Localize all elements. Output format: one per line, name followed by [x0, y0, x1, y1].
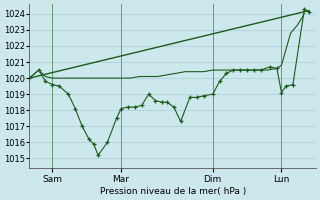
X-axis label: Pression niveau de la mer( hPa ): Pression niveau de la mer( hPa ) — [100, 187, 246, 196]
